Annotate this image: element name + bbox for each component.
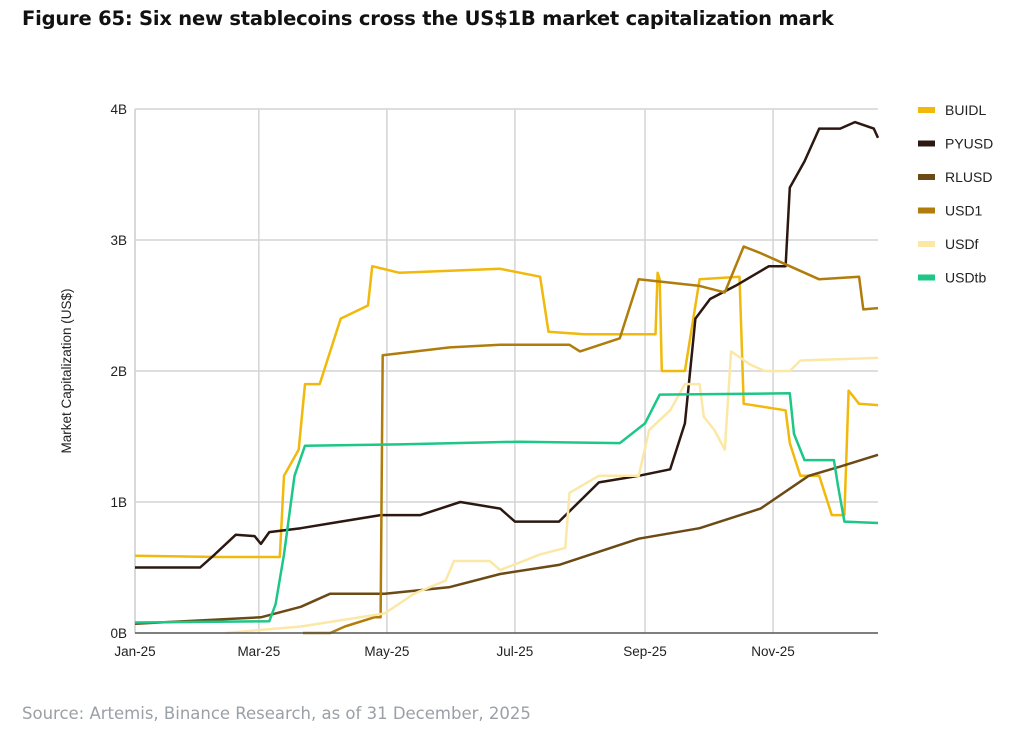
series-lines (134, 120, 880, 635)
source-note: Source: Artemis, Binance Research, as of… (22, 704, 531, 723)
x-tick-label: Nov-25 (751, 644, 795, 659)
y-tick-label: 1B (110, 495, 127, 510)
y-tick-label: 4B (110, 102, 127, 117)
series-line-rlusd (134, 453, 879, 626)
legend-swatch-usdtb (918, 274, 935, 281)
x-tick-label: Jan-25 (114, 644, 155, 659)
y-tick-label: 0B (110, 626, 127, 641)
legend-label-usd1: USD1 (945, 203, 983, 219)
x-tick-label: Mar-25 (237, 644, 280, 659)
series-line-usdf (225, 350, 879, 635)
legend-label-rlusd: RLUSD (945, 169, 992, 185)
legend: BUIDL PYUSD RLUSD USD1 USDf USDtb (918, 102, 993, 286)
legend-swatch-pyusd (918, 140, 935, 147)
y-tick-label: 2B (110, 364, 127, 379)
legend-swatch-rlusd (918, 174, 935, 180)
x-tick-label: May-25 (364, 644, 409, 659)
series-line-buidl (134, 264, 879, 559)
legend-label-usdtb: USDtb (945, 270, 986, 286)
series-line-usdtb (134, 392, 879, 624)
series-line-usd1 (302, 245, 879, 635)
chart-title: Figure 65: Six new stablecoins cross the… (22, 7, 834, 30)
legend-label-pyusd: PYUSD (945, 136, 993, 152)
line-chart: 0B 1B 2B 3B 4B Jan-25 Mar-25 May-25 Jul-25 Sep-25… (59, 102, 993, 659)
series-line-pyusd (135, 120, 880, 569)
legend-swatch-buidl (918, 107, 935, 113)
axes: 0B 1B 2B 3B 4B Jan-25 Mar-25 May-25 Jul-25 Sep-25… (110, 102, 878, 659)
x-tick-label: Jul-25 (497, 644, 534, 659)
y-tick-label: 3B (110, 233, 127, 248)
legend-label-usdf: USDf (945, 236, 979, 252)
legend-swatch-usd1 (918, 207, 935, 214)
y-axis-label: Market Capitalization (US$) (59, 288, 74, 453)
legend-swatch-usdf (918, 241, 935, 247)
legend-label-buidl: BUIDL (945, 102, 986, 118)
x-tick-label: Sep-25 (623, 644, 667, 659)
